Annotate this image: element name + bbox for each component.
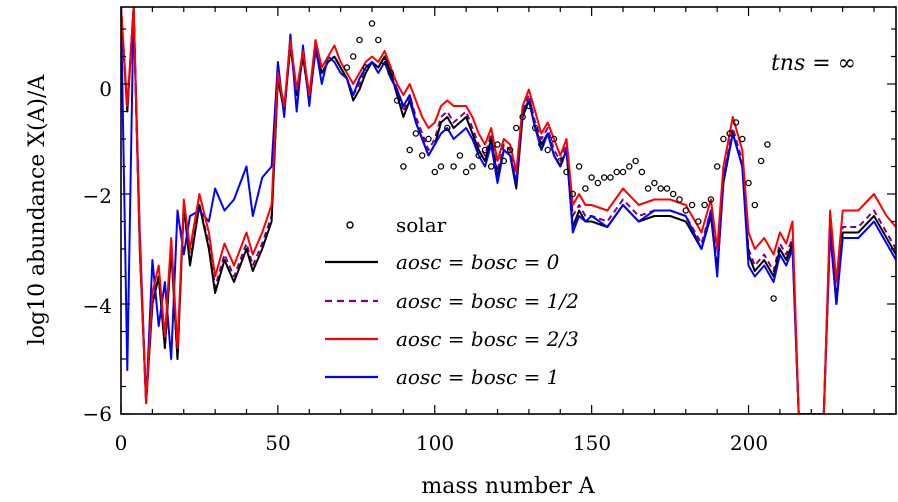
solar-point bbox=[550, 135, 558, 143]
solar-point bbox=[751, 201, 759, 209]
solar-point bbox=[538, 141, 545, 148]
solar-point bbox=[707, 196, 715, 203]
solar-point bbox=[594, 179, 602, 187]
solar-point bbox=[500, 157, 508, 165]
solar-point bbox=[368, 20, 376, 27]
solar-point bbox=[462, 168, 470, 176]
solar-point bbox=[720, 135, 727, 143]
solar-point bbox=[431, 168, 439, 176]
solar-point bbox=[770, 295, 777, 302]
y-tick-label: −6 bbox=[83, 402, 112, 426]
solar-point bbox=[588, 174, 595, 181]
legend-marker-solar bbox=[346, 221, 354, 229]
solar-point bbox=[563, 168, 570, 176]
series-layer bbox=[121, 7, 896, 414]
solar-point bbox=[663, 185, 671, 192]
solar-point bbox=[437, 163, 445, 170]
y-tick-label: 0 bbox=[99, 77, 112, 101]
solar-point bbox=[701, 201, 708, 209]
solar-point bbox=[739, 135, 746, 143]
solar-point bbox=[600, 174, 608, 181]
solar-point bbox=[418, 152, 426, 159]
x-tick-label: 100 bbox=[416, 431, 454, 455]
solar-point bbox=[575, 163, 583, 170]
x-tick-label: 0 bbox=[115, 431, 128, 455]
solar-point bbox=[626, 163, 633, 170]
solar-point bbox=[732, 119, 740, 126]
solar-point bbox=[349, 53, 357, 60]
y-tick-label: −2 bbox=[83, 184, 112, 208]
solar-point bbox=[638, 168, 646, 176]
legend-label: aosc = bosc = 2/3 bbox=[396, 327, 579, 351]
solar-point bbox=[356, 36, 363, 44]
solar-point bbox=[669, 190, 677, 198]
solar-point bbox=[425, 135, 432, 143]
solar-point bbox=[469, 163, 476, 170]
solar-point bbox=[619, 168, 627, 176]
x-axis-title: mass number A bbox=[421, 474, 595, 499]
series-line-s0 bbox=[121, 7, 896, 414]
x-tick-label: 200 bbox=[730, 431, 768, 455]
solar-point bbox=[613, 168, 620, 176]
solar-point bbox=[381, 58, 388, 66]
solar-point bbox=[695, 218, 702, 225]
solar-point bbox=[393, 97, 401, 104]
legend-label: aosc = bosc = 1/2 bbox=[396, 289, 579, 313]
solar-point bbox=[412, 130, 420, 137]
tns-annotation: tns = ∞ bbox=[771, 51, 856, 76]
solar-point bbox=[676, 196, 683, 203]
solar-point bbox=[494, 141, 501, 148]
solar-point bbox=[400, 163, 407, 170]
plot-frame bbox=[120, 6, 897, 415]
legend-label: aosc = bosc = 1 bbox=[396, 365, 559, 389]
solar-point bbox=[475, 152, 482, 159]
x-tick-label: 50 bbox=[265, 431, 290, 455]
solar-point bbox=[651, 179, 658, 187]
legend-label: aosc = bosc = 0 bbox=[396, 250, 560, 274]
legend-label: solar bbox=[396, 213, 447, 237]
solar-point bbox=[450, 163, 457, 170]
solar-point bbox=[569, 190, 577, 198]
solar-point bbox=[487, 163, 495, 170]
x-tick-label: 150 bbox=[573, 431, 611, 455]
y-axis-title: log10 abundance X(A)/A bbox=[25, 74, 50, 346]
solar-point bbox=[525, 102, 533, 110]
y-tick-label: −4 bbox=[83, 294, 112, 318]
solar-point bbox=[375, 36, 382, 44]
solar-points bbox=[343, 20, 777, 302]
solar-point bbox=[531, 124, 539, 132]
solar-point bbox=[519, 113, 526, 121]
solar-point bbox=[506, 146, 514, 154]
solar-point bbox=[757, 157, 765, 165]
solar-point bbox=[544, 146, 551, 154]
solar-point bbox=[444, 124, 451, 132]
solar-point bbox=[481, 146, 489, 154]
solar-point bbox=[632, 157, 639, 165]
solar-point bbox=[682, 207, 690, 214]
solar-point bbox=[688, 201, 696, 209]
solar-point bbox=[726, 130, 733, 137]
solar-point bbox=[764, 141, 771, 148]
solar-point bbox=[456, 152, 464, 159]
axis-ticks bbox=[120, 7, 896, 415]
solar-point bbox=[745, 179, 752, 187]
solar-point bbox=[644, 185, 652, 192]
solar-point bbox=[406, 146, 413, 154]
solar-point bbox=[713, 163, 721, 170]
solar-point bbox=[513, 124, 520, 132]
solar-point bbox=[657, 185, 664, 192]
series-line-s2 bbox=[121, 7, 896, 414]
legend: solar aosc = bosc = 0 aosc = bosc = 1/2 … bbox=[325, 213, 579, 389]
solar-point bbox=[557, 157, 564, 165]
solar-point bbox=[607, 174, 614, 181]
solar-point bbox=[387, 69, 395, 77]
series-line-s3 bbox=[121, 7, 896, 414]
solar-point bbox=[343, 64, 351, 71]
solar-point bbox=[362, 64, 369, 71]
solar-point bbox=[582, 185, 589, 192]
